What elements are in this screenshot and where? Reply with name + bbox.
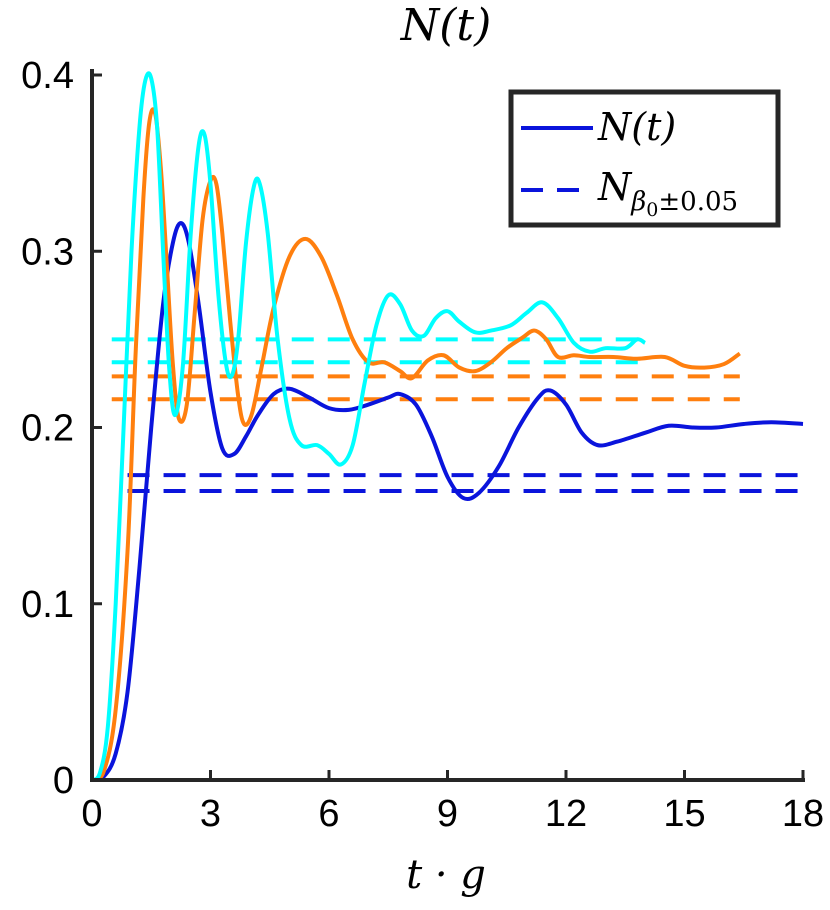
series-line-2 [92,71,647,782]
legend-entry-n-t: N(t) [597,105,676,149]
legend-entry-n-beta-sub: β [630,187,646,217]
x-tick-label: 9 [437,793,458,835]
legend-entry-n-beta-subsub: 0 [646,199,658,221]
x-tick-label: 3 [200,793,221,835]
x-tick-label: 6 [318,793,339,835]
chart-title: N(t) [400,0,492,51]
series-line-0 [92,221,804,782]
y-tick-label: 0.2 [21,408,74,450]
ticks-layer: 0 3 6 9 12 15 18 0 0.1 0.2 0.3 0.4 [21,55,824,835]
legend-entry-n-beta-sub-rest: ±0.05 [658,187,738,217]
x-tick-label: 12 [545,793,587,835]
x-tick-label: 15 [663,793,705,835]
legend-entry-n-beta-main: N [597,165,633,209]
y-tick-label: 0.4 [21,55,74,97]
legend: N(t) Nβ0±0.05 [508,89,781,228]
series-layer [92,71,804,782]
y-tick-label: 0 [53,760,74,802]
x-tick-label: 18 [782,793,824,835]
y-tick-label: 0.3 [21,231,74,273]
legend-box [508,89,781,228]
y-tick-label: 0.1 [21,584,74,626]
x-axis-label: t · g [406,852,486,898]
legend-entry-n-beta: Nβ0±0.05 [597,165,738,221]
x-tick-label: 0 [81,793,102,835]
